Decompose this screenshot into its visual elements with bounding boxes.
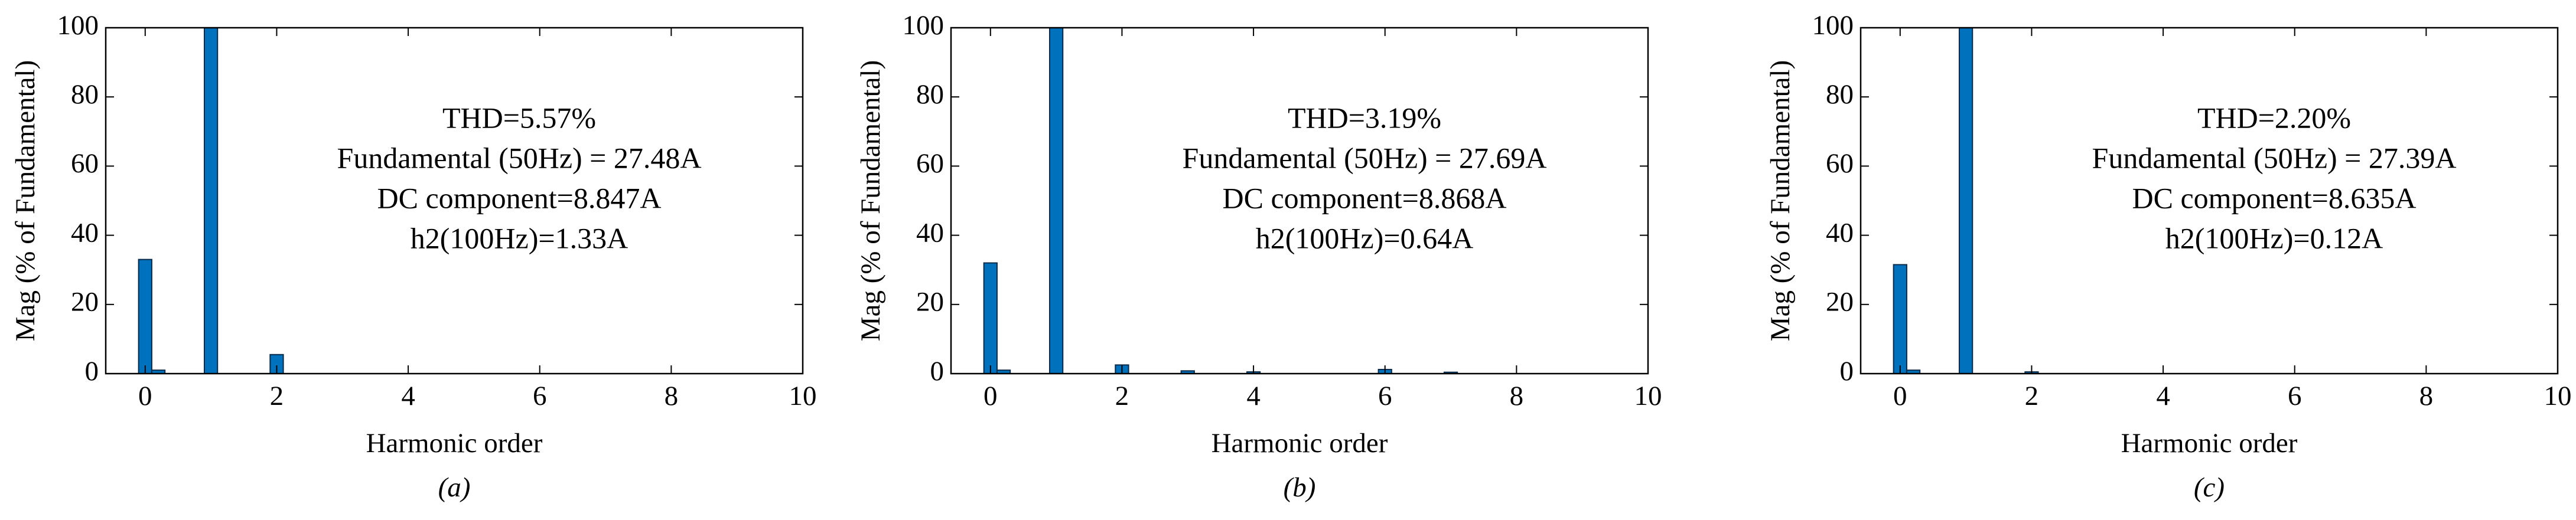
y-tick-label: 20	[1826, 287, 1854, 318]
annotation: Fundamental (50Hz) = 27.69A	[1183, 141, 1547, 174]
annotation: Fundamental (50Hz) = 27.39A	[2092, 141, 2457, 174]
bar	[138, 259, 152, 374]
x-tick-label: 10	[2544, 381, 2572, 411]
x-tick-label: 6	[533, 381, 547, 411]
y-tick-label: 40	[71, 217, 99, 248]
x-tick-label: 8	[1510, 381, 1524, 411]
y-tick-label: 0	[85, 356, 99, 387]
bar	[983, 262, 998, 375]
x-tick-label: 0	[983, 381, 998, 411]
x-tick-label: 8	[2419, 381, 2434, 411]
y-tick-label: 80	[1826, 79, 1854, 110]
annotation: THD=2.20%	[2197, 101, 2351, 134]
x-tick-label: 4	[2156, 381, 2170, 411]
annotation: DC component=8.635A	[2132, 181, 2417, 214]
x-tick-label: 6	[1378, 381, 1392, 411]
y-tick-label: 0	[930, 356, 945, 387]
y-tick-label: 100	[57, 10, 99, 41]
y-tick-label: 0	[1840, 356, 1854, 387]
y-tick-label: 40	[916, 217, 944, 248]
y-tick-label: 60	[71, 148, 99, 179]
axes-box	[950, 27, 1649, 375]
x-tick-label: 10	[789, 381, 817, 411]
annotation: h2(100Hz)=0.64A	[1256, 221, 1473, 254]
y-tick-label: 40	[1826, 217, 1854, 248]
caption: (c)	[2194, 472, 2225, 503]
y-tick-label: 100	[903, 10, 945, 41]
annotation: THD=5.57%	[442, 101, 596, 134]
y-tick-label: 60	[916, 148, 944, 179]
annotation: DC component=8.868A	[1223, 181, 1507, 214]
y-axis-label: Mag (% of Fundamental)	[10, 60, 41, 341]
x-tick-label: 4	[1246, 381, 1261, 411]
axes-box	[105, 27, 804, 375]
y-axis-label: Mag (% of Fundamental)	[1765, 60, 1796, 341]
annotation: THD=3.19%	[1288, 101, 1441, 134]
x-tick-label: 4	[401, 381, 415, 411]
x-axis-label: Harmonic order	[2121, 428, 2298, 459]
y-tick-label: 100	[1812, 10, 1854, 41]
y-tick-label: 20	[71, 287, 99, 318]
annotation: h2(100Hz)=0.12A	[2165, 221, 2383, 254]
x-tick-label: 8	[665, 381, 679, 411]
bar	[1958, 27, 1973, 374]
y-tick-label: 80	[71, 79, 99, 110]
caption: (a)	[438, 472, 471, 503]
annotation: Fundamental (50Hz) = 27.48A	[337, 141, 702, 174]
x-axis-label: Harmonic order	[1212, 428, 1388, 459]
y-tick-label: 60	[1826, 148, 1854, 179]
bar	[203, 27, 219, 374]
x-tick-label: 0	[138, 381, 152, 411]
bar	[1893, 264, 1907, 374]
annotation: h2(100Hz)=1.33A	[411, 221, 628, 254]
x-tick-label: 0	[1893, 381, 1907, 411]
bar	[1048, 27, 1064, 374]
annotation: DC component=8.847A	[377, 181, 662, 214]
caption: (b)	[1284, 472, 1316, 503]
axes-box	[1859, 27, 2559, 375]
y-axis-label: Mag (% of Fundamental)	[855, 60, 886, 341]
x-tick-label: 2	[270, 381, 284, 411]
x-axis-label: Harmonic order	[366, 428, 543, 459]
x-tick-label: 6	[2288, 381, 2302, 411]
y-tick-label: 20	[916, 287, 944, 318]
x-tick-label: 10	[1634, 381, 1662, 411]
x-tick-label: 2	[1115, 381, 1129, 411]
x-tick-label: 2	[2025, 381, 2039, 411]
y-tick-label: 80	[916, 79, 944, 110]
